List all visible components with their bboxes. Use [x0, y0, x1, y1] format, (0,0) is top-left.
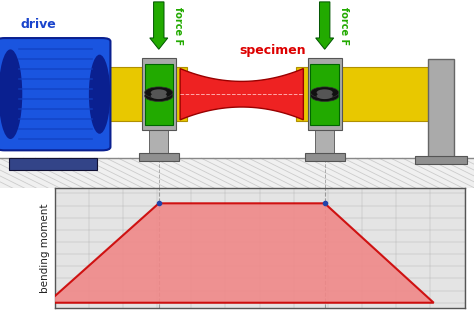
Bar — [0, 158, 474, 188]
Bar — [102, 67, 187, 122]
Bar — [308, 58, 342, 130]
Polygon shape — [180, 68, 303, 120]
Polygon shape — [47, 203, 434, 303]
FancyArrow shape — [150, 2, 168, 49]
Bar — [415, 156, 467, 164]
FancyArrow shape — [316, 2, 334, 49]
Circle shape — [310, 90, 339, 101]
Bar — [138, 153, 179, 160]
Text: drive: drive — [20, 18, 56, 31]
Circle shape — [145, 87, 173, 98]
Text: specimen: specimen — [239, 44, 306, 57]
Bar — [149, 123, 168, 158]
Bar — [428, 59, 454, 158]
Circle shape — [145, 90, 173, 101]
Ellipse shape — [89, 55, 110, 134]
Bar — [304, 153, 345, 160]
Bar — [145, 64, 173, 125]
Circle shape — [310, 87, 339, 98]
Circle shape — [317, 93, 333, 99]
Text: force F: force F — [339, 7, 349, 46]
Circle shape — [317, 89, 333, 96]
FancyBboxPatch shape — [0, 38, 110, 150]
Text: force F: force F — [173, 7, 183, 46]
Circle shape — [151, 93, 167, 99]
Bar — [310, 64, 339, 125]
Y-axis label: bending moment: bending moment — [40, 203, 50, 293]
Ellipse shape — [0, 49, 22, 139]
Bar — [142, 58, 176, 130]
Bar — [9, 158, 97, 170]
Bar — [296, 67, 441, 122]
Bar — [315, 123, 334, 158]
Circle shape — [151, 89, 167, 96]
